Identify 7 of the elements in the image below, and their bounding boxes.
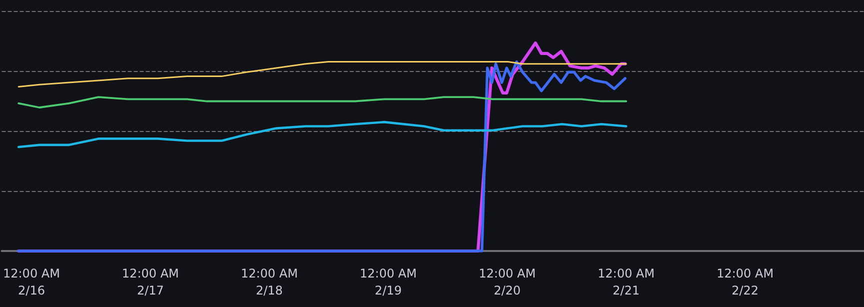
- x-tick-label: 12:00 AM 2/20: [478, 266, 536, 298]
- x-tick-label: 12:00 AM 2/17: [122, 266, 179, 298]
- x-tick-label: 12:00 AM 2/18: [240, 266, 298, 298]
- x-tick-label: 12:00 AM 2/21: [598, 266, 655, 298]
- x-tick-label: 12:00 AM 2/19: [360, 266, 417, 298]
- x-tick-label: 12:00 AM 2/22: [716, 266, 774, 298]
- x-tick-label: 12:00 AM 2/16: [2, 266, 60, 298]
